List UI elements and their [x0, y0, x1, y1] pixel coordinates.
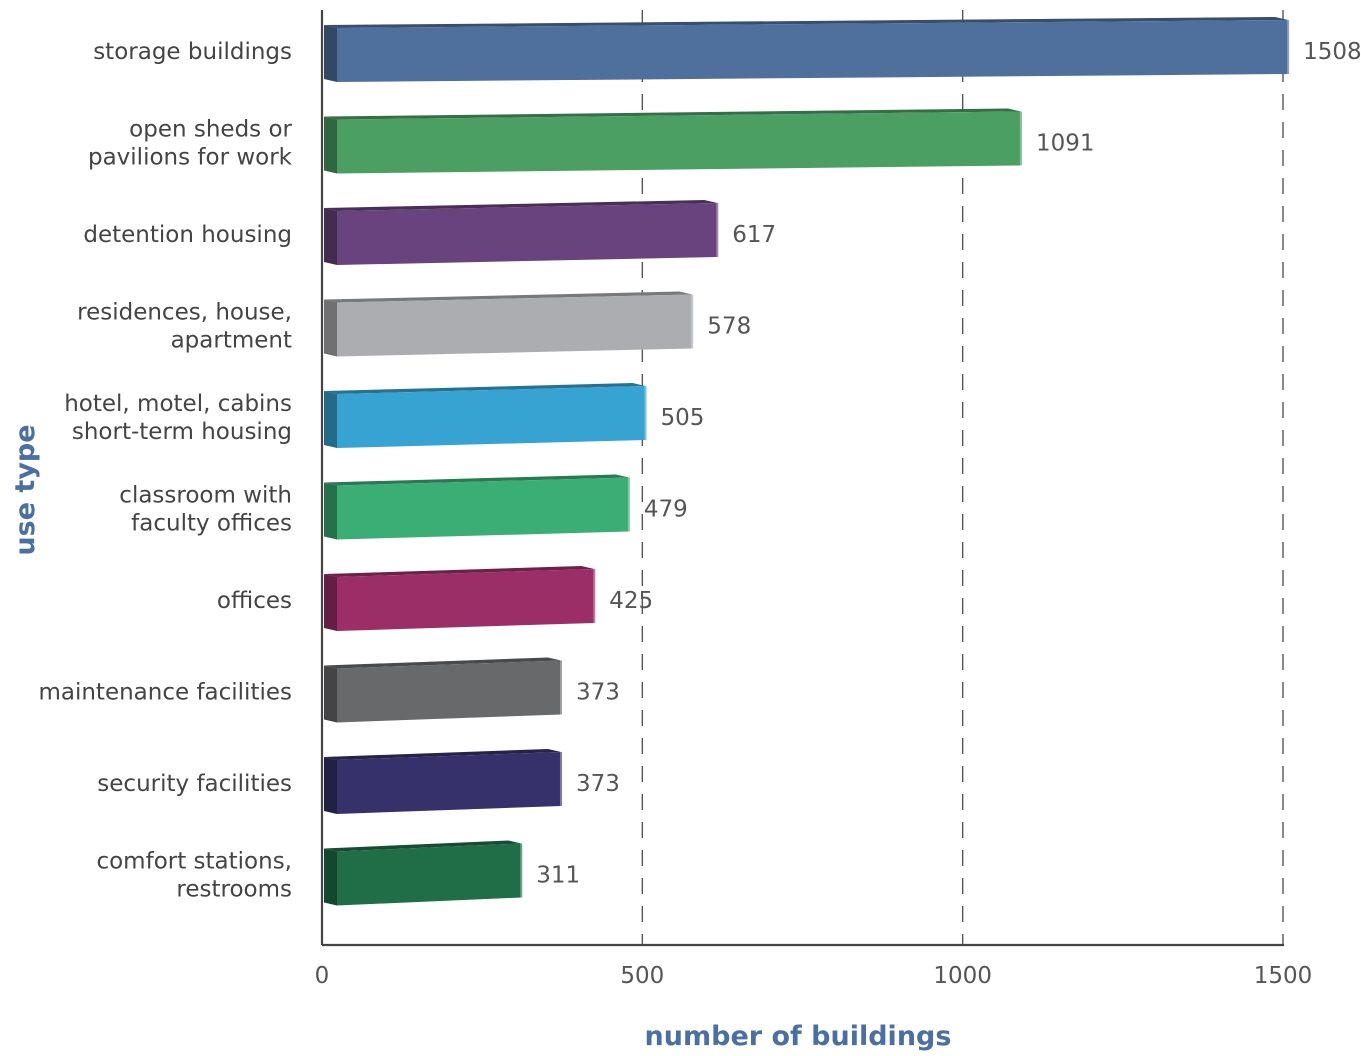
- bar-top-4: [324, 383, 646, 394]
- value-label-3: 578: [707, 314, 751, 340]
- value-label-0: 1508: [1303, 39, 1361, 65]
- bar-end-2: [324, 208, 337, 265]
- bar-face-7: [337, 660, 561, 723]
- category-label-3-0: residences, house,: [77, 300, 292, 326]
- bar-end-8: [324, 757, 337, 814]
- bar-2: [324, 200, 719, 265]
- bar-face-6: [337, 569, 595, 631]
- bar-top-5: [324, 474, 629, 486]
- x-tick-label-500: 500: [620, 963, 664, 989]
- value-label-9: 311: [536, 863, 580, 889]
- bar-face-8: [337, 752, 561, 814]
- bar-face-4: [337, 386, 646, 448]
- category-label-3-1: apartment: [171, 328, 292, 354]
- axes: [320, 10, 1284, 947]
- bar-face-3: [337, 294, 693, 357]
- bar-3: [324, 291, 694, 357]
- value-label-7: 373: [576, 680, 620, 706]
- bar-5: [324, 474, 630, 540]
- bar-top-8: [324, 749, 561, 760]
- category-label-5-0: classroom with: [119, 483, 292, 509]
- bar-face-2: [337, 203, 718, 265]
- value-label-8: 373: [576, 771, 620, 797]
- x-tick-label-1500: 1500: [1254, 963, 1313, 989]
- bar-face-1: [337, 111, 1021, 174]
- bar-top-0: [324, 17, 1289, 28]
- category-label-1-1: pavilions for work: [88, 145, 293, 171]
- bar-end-1: [324, 116, 337, 174]
- category-label-9-0: comfort stations,: [96, 849, 292, 875]
- bar-end-0: [324, 25, 337, 82]
- bar-face-9: [337, 843, 522, 906]
- bar-7: [324, 657, 562, 723]
- category-label-8-0: security facilities: [97, 771, 292, 797]
- value-label-4: 505: [661, 405, 705, 431]
- labels: 1508 storage buildings 1091 open sheds orpa…: [38, 39, 1361, 989]
- category-label-4-0: hotel, motel, cabins: [64, 391, 292, 417]
- bar-top-9: [324, 840, 522, 852]
- bar-end-5: [324, 482, 337, 540]
- bar-face-5: [337, 477, 629, 540]
- bar-top-2: [324, 200, 718, 211]
- value-label-1: 1091: [1036, 131, 1095, 157]
- bar-9: [324, 840, 523, 906]
- y-axis-title: use type: [10, 424, 41, 555]
- bar-8: [324, 749, 562, 814]
- value-label-5: 479: [644, 497, 688, 523]
- bar-top-1: [324, 108, 1021, 120]
- bar-end-3: [324, 299, 337, 357]
- value-label-6: 425: [609, 588, 653, 614]
- bar-end-7: [324, 665, 337, 723]
- value-label-2: 617: [732, 222, 776, 248]
- bars: [324, 17, 1290, 906]
- category-label-6-0: offices: [217, 588, 292, 614]
- bar-end-6: [324, 574, 337, 631]
- bar-1: [324, 108, 1022, 174]
- bar-top-7: [324, 657, 561, 669]
- bar-0: [324, 17, 1290, 82]
- category-label-9-1: restrooms: [176, 877, 292, 903]
- bar-end-4: [324, 391, 337, 448]
- category-label-1-0: open sheds or: [129, 117, 292, 143]
- bar-6: [324, 566, 596, 631]
- x-tick-label-1000: 1000: [933, 963, 992, 989]
- bar-top-3: [324, 291, 693, 303]
- bar-face-0: [337, 20, 1289, 82]
- bar-4: [324, 383, 647, 448]
- category-label-2-0: detention housing: [83, 222, 292, 248]
- x-axis-title: number of buildings: [645, 1021, 952, 1052]
- category-label-7-0: maintenance facilities: [38, 680, 292, 706]
- x-tick-label-0: 0: [315, 963, 330, 989]
- bar-end-9: [324, 848, 337, 906]
- category-label-4-1: short-term housing: [72, 419, 292, 445]
- category-label-5-1: faculty offices: [131, 511, 292, 537]
- category-label-0-0: storage buildings: [93, 39, 292, 65]
- bar-top-6: [324, 566, 595, 577]
